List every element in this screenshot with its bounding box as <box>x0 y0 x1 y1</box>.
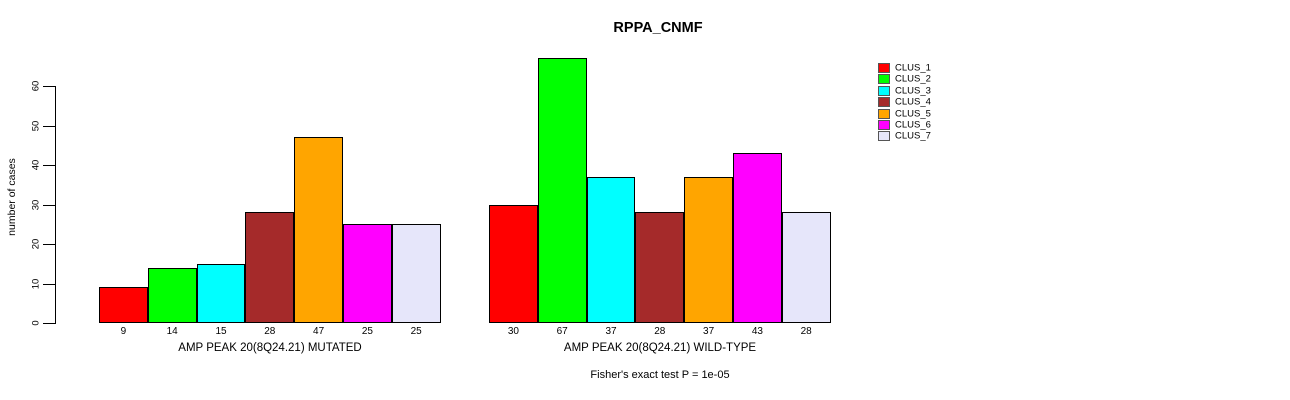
bar-clus_6-group1 <box>343 224 392 323</box>
y-tick-label: 0 <box>30 320 42 326</box>
y-tick-label: 40 <box>30 159 42 171</box>
bar-clus_2-group2 <box>537 58 587 323</box>
bar-clus_4-group2 <box>635 212 685 323</box>
y-tick <box>43 283 55 285</box>
y-tick-label: 20 <box>30 238 42 250</box>
legend-label-clus_6: CLUS_6 <box>895 119 931 131</box>
y-tick <box>43 244 55 245</box>
bar-value-label: 25 <box>410 326 422 337</box>
bar-value-label: 47 <box>313 326 325 337</box>
y-axis-line <box>55 86 56 324</box>
bar-value-label: 43 <box>751 326 763 337</box>
legend-label-clus_3: CLUS_3 <box>895 85 931 97</box>
y-tick <box>43 125 55 127</box>
legend-swatch-clus_4 <box>878 97 890 108</box>
bar-clus_1-group2 <box>489 204 538 323</box>
bar-clus_3-group2 <box>586 176 636 323</box>
y-tick-label: 30 <box>30 199 42 210</box>
bar-clus_1-group1 <box>99 287 148 323</box>
y-tick <box>43 323 55 324</box>
bar-value-label: 28 <box>800 326 812 337</box>
legend-label-clus_4: CLUS_4 <box>895 96 931 108</box>
x-group-label-mutated: AMP PEAK 20(8Q24.21) MUTATED <box>178 342 362 354</box>
legend-swatch-clus_1 <box>878 63 890 73</box>
bar-value-label: 30 <box>507 326 519 337</box>
bar-value-label: 37 <box>703 326 715 337</box>
bar-value-label: 9 <box>120 326 127 337</box>
y-axis-title: number of cases <box>6 158 18 236</box>
legend-swatch-clus_2 <box>878 74 890 85</box>
bar-value-label: 37 <box>605 326 617 337</box>
y-tick <box>43 204 55 206</box>
legend-swatch-clus_3 <box>878 85 890 96</box>
y-tick <box>43 86 55 87</box>
bar-clus_7-group1 <box>391 224 441 323</box>
bar-value-label: 67 <box>556 326 568 337</box>
x-group-label-wildtype: AMP PEAK 20(8Q24.21) WILD-TYPE <box>563 342 757 354</box>
bar-clus_5-group2 <box>684 176 733 323</box>
bar-clus_7-group2 <box>781 212 831 323</box>
legend-swatch-clus_5 <box>878 108 890 119</box>
y-tick <box>43 165 55 166</box>
bar-value-label: 28 <box>654 326 666 337</box>
legend-label-clus_5: CLUS_5 <box>895 108 931 120</box>
y-tick-label: 10 <box>30 278 42 289</box>
legend-label-clus_2: CLUS_2 <box>895 73 931 85</box>
legend-swatch-clus_7 <box>878 131 890 142</box>
bar-value-label: 25 <box>361 326 373 337</box>
chart-title: RPPA_CNMF <box>613 20 703 36</box>
bar-value-label: 14 <box>166 326 178 337</box>
bar-clus_3-group1 <box>196 263 246 323</box>
fisher-test-annotation: Fisher's exact test P = 1e-05 <box>590 369 730 381</box>
bar-value-label: 15 <box>215 326 227 337</box>
y-tick-label: 50 <box>30 120 42 131</box>
legend-label-clus_1: CLUS_1 <box>895 62 931 74</box>
bar-value-label: 28 <box>264 326 276 337</box>
bar-clus_2-group1 <box>147 267 197 323</box>
legend-swatch-clus_6 <box>878 120 890 130</box>
y-tick-label: 60 <box>30 80 42 92</box>
bar-clus_4-group1 <box>245 212 295 323</box>
bar-clus_6-group2 <box>733 153 782 323</box>
legend-label-clus_7: CLUS_7 <box>895 130 931 142</box>
bar-clus_5-group1 <box>294 137 343 323</box>
